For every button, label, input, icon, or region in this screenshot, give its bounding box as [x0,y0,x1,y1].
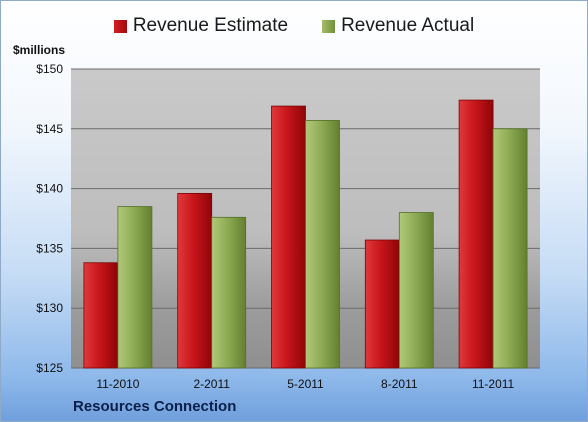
bar-revenue-estimate [458,99,494,369]
y-tick-label: $125 [36,361,63,375]
bar-revenue-estimate [177,192,213,369]
y-tick-label: $135 [36,241,63,255]
bar-revenue-actual [305,120,340,369]
company-name: Resources Connection [73,398,237,415]
y-tick-label: $150 [36,62,63,76]
legend-item-estimate: Revenue Estimate [113,15,289,37]
legend-swatch-estimate [113,19,127,33]
y-tick-label: $130 [36,301,63,315]
y-axis-label: $millions [13,43,66,57]
legend-item-actual: Revenue Actual [322,15,474,37]
y-tick-label: $140 [36,182,63,196]
x-tick-label: 11-2010 [96,377,139,391]
x-tick-label: 8-2011 [381,377,418,391]
bar-revenue-estimate [83,262,119,369]
bar-revenue-estimate [271,105,306,369]
legend-label-actual: Revenue Actual [341,15,475,36]
y-tick-labels: $125 $130 $135 $140 $145 $150 [36,62,63,375]
legend-label-estimate: Revenue Estimate [132,15,289,36]
bar-revenue-actual [492,128,528,369]
y-tick-label: $145 [36,122,63,136]
x-tick-labels: 11-2010 2-2011 5-2011 8-2011 11-2011 [96,377,514,391]
x-tick-label: 11-2011 [472,377,515,391]
x-tick-label: 5-2011 [287,377,324,391]
bar-revenue-estimate [364,239,400,369]
x-tick-label: 2-2011 [193,377,230,391]
bars [83,99,528,369]
bar-revenue-actual [117,206,153,369]
legend-swatch-actual [322,19,336,33]
legend: Revenue Estimate Revenue Actual [1,15,587,37]
bar-revenue-actual [211,216,247,369]
bar-revenue-actual [398,212,434,369]
